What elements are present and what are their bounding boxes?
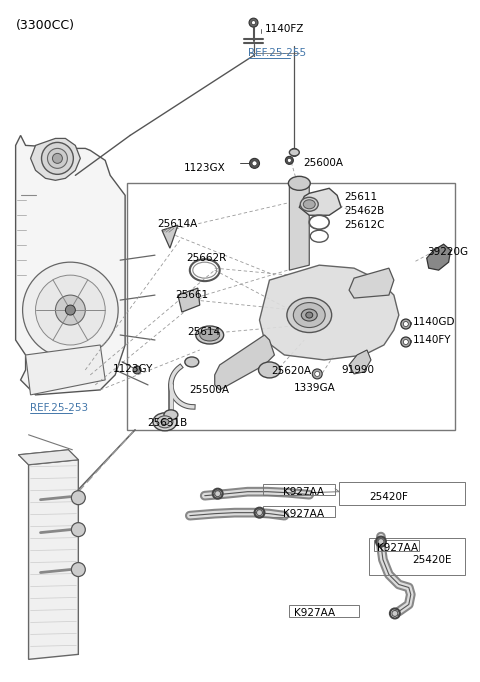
Bar — [264, 505, 335, 517]
Bar — [264, 484, 335, 494]
Ellipse shape — [287, 297, 332, 333]
Polygon shape — [29, 460, 78, 659]
Ellipse shape — [161, 419, 169, 425]
Ellipse shape — [164, 410, 178, 420]
Text: 91990: 91990 — [341, 365, 374, 375]
Polygon shape — [31, 138, 80, 180]
Text: K927AA: K927AA — [283, 487, 324, 496]
Ellipse shape — [303, 200, 315, 209]
Text: REF.25-253: REF.25-253 — [30, 403, 88, 413]
Text: 25420F: 25420F — [369, 492, 408, 502]
Circle shape — [36, 275, 105, 345]
Text: 25500A: 25500A — [189, 385, 229, 395]
Polygon shape — [300, 188, 341, 216]
Ellipse shape — [301, 309, 317, 321]
Text: 1140FY: 1140FY — [413, 335, 451, 345]
Circle shape — [215, 490, 221, 496]
Polygon shape — [178, 288, 200, 312]
Text: 25612C: 25612C — [344, 220, 384, 231]
Circle shape — [392, 610, 398, 617]
Text: K927AA: K927AA — [283, 509, 324, 518]
Circle shape — [403, 321, 408, 327]
Circle shape — [48, 149, 67, 168]
Ellipse shape — [288, 177, 310, 190]
Polygon shape — [19, 449, 78, 464]
Polygon shape — [16, 136, 125, 395]
Circle shape — [290, 149, 298, 156]
Circle shape — [315, 372, 320, 376]
Circle shape — [286, 156, 293, 164]
Text: 39220G: 39220G — [427, 247, 468, 257]
Circle shape — [401, 319, 411, 329]
Polygon shape — [427, 244, 451, 270]
Circle shape — [401, 337, 411, 347]
Ellipse shape — [157, 416, 173, 428]
Text: 25620A: 25620A — [271, 366, 312, 376]
Text: 25611: 25611 — [344, 192, 377, 203]
Text: 1123GY: 1123GY — [113, 364, 154, 374]
Text: 25614A: 25614A — [157, 219, 197, 229]
Circle shape — [65, 305, 75, 315]
Text: 1140GD: 1140GD — [413, 317, 456, 327]
Circle shape — [249, 18, 258, 27]
Ellipse shape — [259, 362, 280, 378]
Text: 25462B: 25462B — [344, 206, 384, 216]
Ellipse shape — [300, 197, 318, 211]
Circle shape — [378, 539, 384, 545]
Text: 1140FZ: 1140FZ — [264, 24, 304, 33]
Ellipse shape — [200, 329, 220, 341]
Circle shape — [403, 340, 408, 344]
Ellipse shape — [306, 312, 313, 318]
Polygon shape — [25, 345, 105, 395]
Text: 1123GX: 1123GX — [184, 164, 226, 173]
Bar — [369, 537, 465, 574]
Text: 25420E: 25420E — [412, 554, 451, 565]
Text: 25661: 25661 — [175, 290, 208, 300]
Circle shape — [312, 369, 322, 379]
Polygon shape — [215, 335, 275, 390]
Circle shape — [72, 563, 85, 576]
Circle shape — [52, 153, 62, 164]
Circle shape — [250, 158, 260, 168]
Circle shape — [256, 509, 263, 516]
Text: 25631B: 25631B — [147, 418, 187, 428]
Polygon shape — [349, 268, 394, 298]
Text: K927AA: K927AA — [377, 543, 418, 552]
Text: REF.25-255: REF.25-255 — [248, 48, 306, 57]
Ellipse shape — [185, 357, 199, 367]
Polygon shape — [162, 225, 178, 248]
Ellipse shape — [153, 413, 177, 431]
Text: 25662R: 25662R — [186, 253, 226, 263]
Circle shape — [23, 262, 118, 358]
Circle shape — [133, 366, 141, 374]
Circle shape — [72, 490, 85, 505]
Bar — [289, 606, 359, 617]
Text: 25614: 25614 — [187, 327, 220, 337]
Text: 25600A: 25600A — [303, 158, 343, 168]
Text: K927AA: K927AA — [294, 608, 336, 619]
Polygon shape — [260, 265, 399, 360]
Ellipse shape — [289, 149, 300, 156]
Text: (3300CC): (3300CC) — [16, 18, 74, 31]
Ellipse shape — [293, 303, 325, 327]
Circle shape — [252, 20, 255, 25]
Circle shape — [288, 158, 291, 162]
Polygon shape — [349, 350, 371, 374]
Bar — [374, 539, 419, 550]
Circle shape — [56, 295, 85, 325]
Ellipse shape — [196, 326, 224, 344]
Circle shape — [252, 161, 257, 166]
Circle shape — [41, 143, 73, 175]
Polygon shape — [289, 186, 309, 270]
Bar — [339, 481, 465, 505]
Text: 1339GA: 1339GA — [293, 383, 335, 393]
Circle shape — [72, 522, 85, 537]
Bar — [127, 183, 455, 430]
